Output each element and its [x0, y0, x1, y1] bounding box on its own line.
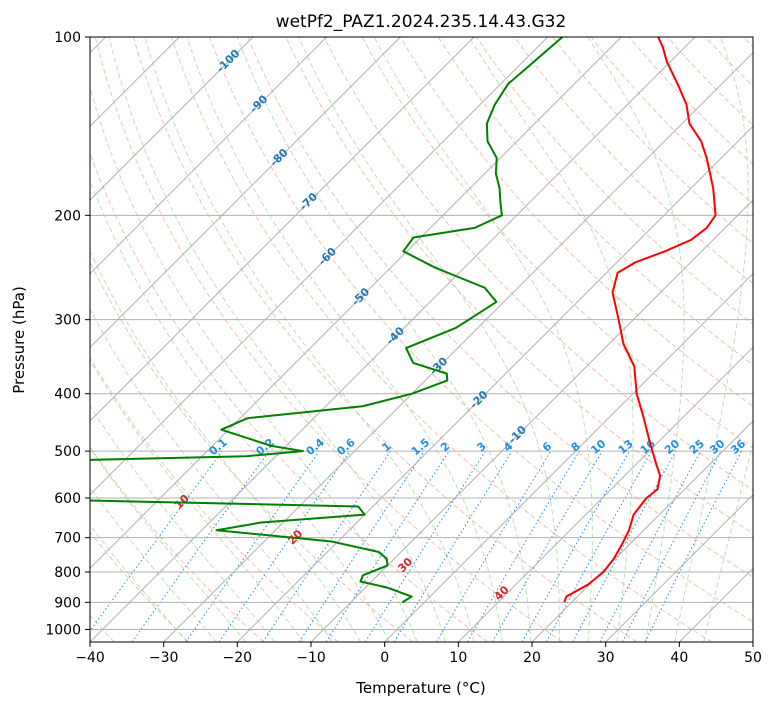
isotherm-line: [457, 346, 753, 642]
isotherm-line: [90, 37, 475, 422]
dry-adiabat-line: [285, 37, 753, 535]
dry-adiabat-line: [90, 531, 190, 642]
y-tick-label: 700: [54, 531, 81, 547]
plot-area: -100-90-80-70-60-50-40-30-20-100.1 0.2 0.4…: [90, 37, 753, 642]
dry-adiabat-line: [90, 356, 339, 642]
isotherm-line: [236, 125, 753, 642]
mixing-ratio-line: [325, 450, 450, 642]
pressure-gridlines: [90, 37, 753, 630]
isotherm-line: [310, 199, 753, 642]
mixing-ratio-lines: [90, 450, 743, 642]
mixing-ratio-line: [262, 450, 392, 642]
moist-adiabat-line: [90, 447, 247, 642]
isotherm-line: [90, 37, 254, 201]
dry-adiabat-line: [247, 37, 753, 578]
dry-adiabat-line: [323, 37, 753, 491]
moist-adiabat-line: [108, 37, 447, 642]
dry-adiabat-line: [514, 37, 753, 285]
y-tick-label: 1000: [45, 622, 81, 638]
dry-adiabat-line: [94, 37, 563, 642]
moist-adiabat-line: [144, 37, 475, 642]
dry-adiabats: [90, 37, 753, 642]
moist-adiabat-line: [587, 37, 685, 642]
mixing-ratio-line: [521, 450, 630, 642]
y-tick-label: 300: [54, 313, 81, 329]
moist-adiabat-line: [373, 37, 593, 642]
dry-adiabat-line: [90, 446, 264, 642]
profile-series: [90, 37, 717, 604]
x-axis-ticks: −40 −30 −20 −10 0 10 20 30 40 50: [75, 642, 762, 666]
dry-adiabat-line: [399, 37, 753, 407]
plot-frame: [89, 36, 754, 643]
moist-adiabat-line: [186, 37, 503, 642]
isotherm-line: [605, 493, 753, 642]
mixing-ratio-line: [393, 450, 513, 642]
mixing-ratio-line: [218, 450, 351, 642]
isotherm-line: [90, 37, 549, 496]
dry-adiabat-line: [90, 152, 488, 642]
isotherm-line: [90, 37, 328, 275]
isotherm-line: [90, 37, 401, 349]
y-tick-label: 900: [54, 595, 81, 611]
x-tick-label: −40: [75, 650, 105, 666]
x-tick-label: 30: [597, 650, 615, 666]
y-tick-label: 800: [54, 565, 81, 581]
x-tick-label: 0: [380, 650, 389, 666]
mixing-ratio-line: [572, 450, 677, 642]
mixing-ratio-line: [298, 450, 425, 642]
moist-adiabat-line: [703, 441, 753, 642]
chart-title: wetPf2_PAZ1.2024.235.14.43.G32: [276, 12, 567, 32]
x-tick-label: 50: [744, 650, 762, 666]
dry-adiabat-line: [171, 37, 713, 642]
x-tick-label: 20: [523, 650, 541, 666]
y-axis-label: Pressure (hPa): [10, 286, 28, 394]
dry-adiabat-line: [361, 37, 753, 449]
isotherms: [90, 37, 753, 642]
x-tick-label: −20: [223, 650, 253, 666]
moist-adiabat-line: [90, 359, 304, 642]
isotherm-line: [384, 272, 753, 642]
dry-adiabat-line: [438, 37, 753, 366]
x-axis-label: Temperature (°C): [355, 679, 485, 697]
isotherm-line: [531, 420, 753, 642]
moist-adiabat-line: [674, 37, 749, 642]
x-tick-label: −30: [149, 650, 179, 666]
mixing-ratio-line: [644, 450, 743, 642]
mixing-ratio-line: [90, 450, 223, 632]
y-axis-ticks: 100 200 300 400 500 600 700 800 900 1000: [45, 30, 90, 638]
y-tick-label: 200: [54, 208, 81, 224]
y-tick-label: 600: [54, 491, 81, 507]
x-tick-label: −10: [296, 650, 326, 666]
mixing-ratio-line: [185, 450, 320, 642]
mixing-ratio-line: [131, 450, 270, 642]
dry-adiabat-line: [132, 37, 638, 642]
dry-adiabat-line: [209, 37, 753, 623]
isotherm-line: [163, 51, 753, 642]
mixing-ratio-line: [545, 450, 653, 642]
moist-adiabat-line: [90, 404, 276, 642]
y-tick-label: 100: [54, 30, 81, 46]
moist-adiabat-line: [90, 179, 390, 642]
dewpoint-line: [90, 37, 564, 604]
isotherm-line: [90, 37, 696, 642]
isotherm-line: [90, 37, 622, 570]
y-tick-label: 400: [54, 387, 81, 403]
temperature-line: [563, 37, 717, 603]
x-tick-label: 10: [449, 650, 467, 666]
y-tick-label: 500: [54, 444, 81, 460]
x-tick-label: 40: [670, 650, 688, 666]
moist-adiabat-line: [90, 308, 333, 642]
